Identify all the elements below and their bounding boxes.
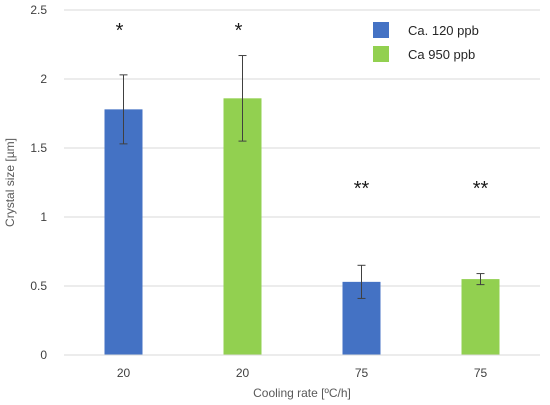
legend-label: Ca 950 ppb [408, 47, 475, 62]
bars [104, 98, 500, 355]
x-tick-label: 75 [474, 366, 488, 380]
error-bars [119, 55, 485, 299]
y-tick-label: 2 [40, 72, 47, 86]
y-tick-label: 2.5 [30, 3, 47, 17]
error-bar [119, 74, 128, 145]
legend-swatch [373, 46, 389, 62]
bar [461, 279, 500, 355]
y-axis-ticks: 0 0.5 1 1.5 2 2.5 [30, 3, 47, 362]
x-tick-label: 75 [355, 366, 369, 380]
y-tick-label: 0 [40, 348, 47, 362]
y-tick-label: 1.5 [30, 141, 47, 155]
legend-swatch [373, 22, 389, 38]
significance-marker: * [116, 20, 124, 42]
legend-label: Ca. 120 ppb [408, 23, 479, 38]
legend: Ca. 120 ppb Ca 950 ppb [373, 22, 479, 62]
x-axis-title: Cooling rate [ºC/h] [253, 386, 351, 400]
gridlines [64, 9, 540, 287]
y-axis-title: Crystal size [µm] [3, 138, 17, 227]
error-bar [238, 55, 247, 142]
x-axis-ticks: 20 20 75 75 [117, 366, 488, 380]
significance-marker: ** [354, 178, 370, 200]
error-bar [476, 273, 485, 286]
bar [104, 109, 143, 355]
x-tick-label: 20 [117, 366, 131, 380]
significance-marker: ** [473, 178, 489, 200]
y-tick-label: 0.5 [30, 279, 47, 293]
significance-markers: * *** ** [116, 20, 489, 200]
significance-marker: * [235, 20, 243, 42]
error-bar [357, 264, 366, 299]
x-tick-label: 20 [236, 366, 250, 380]
y-tick-label: 1 [40, 210, 47, 224]
